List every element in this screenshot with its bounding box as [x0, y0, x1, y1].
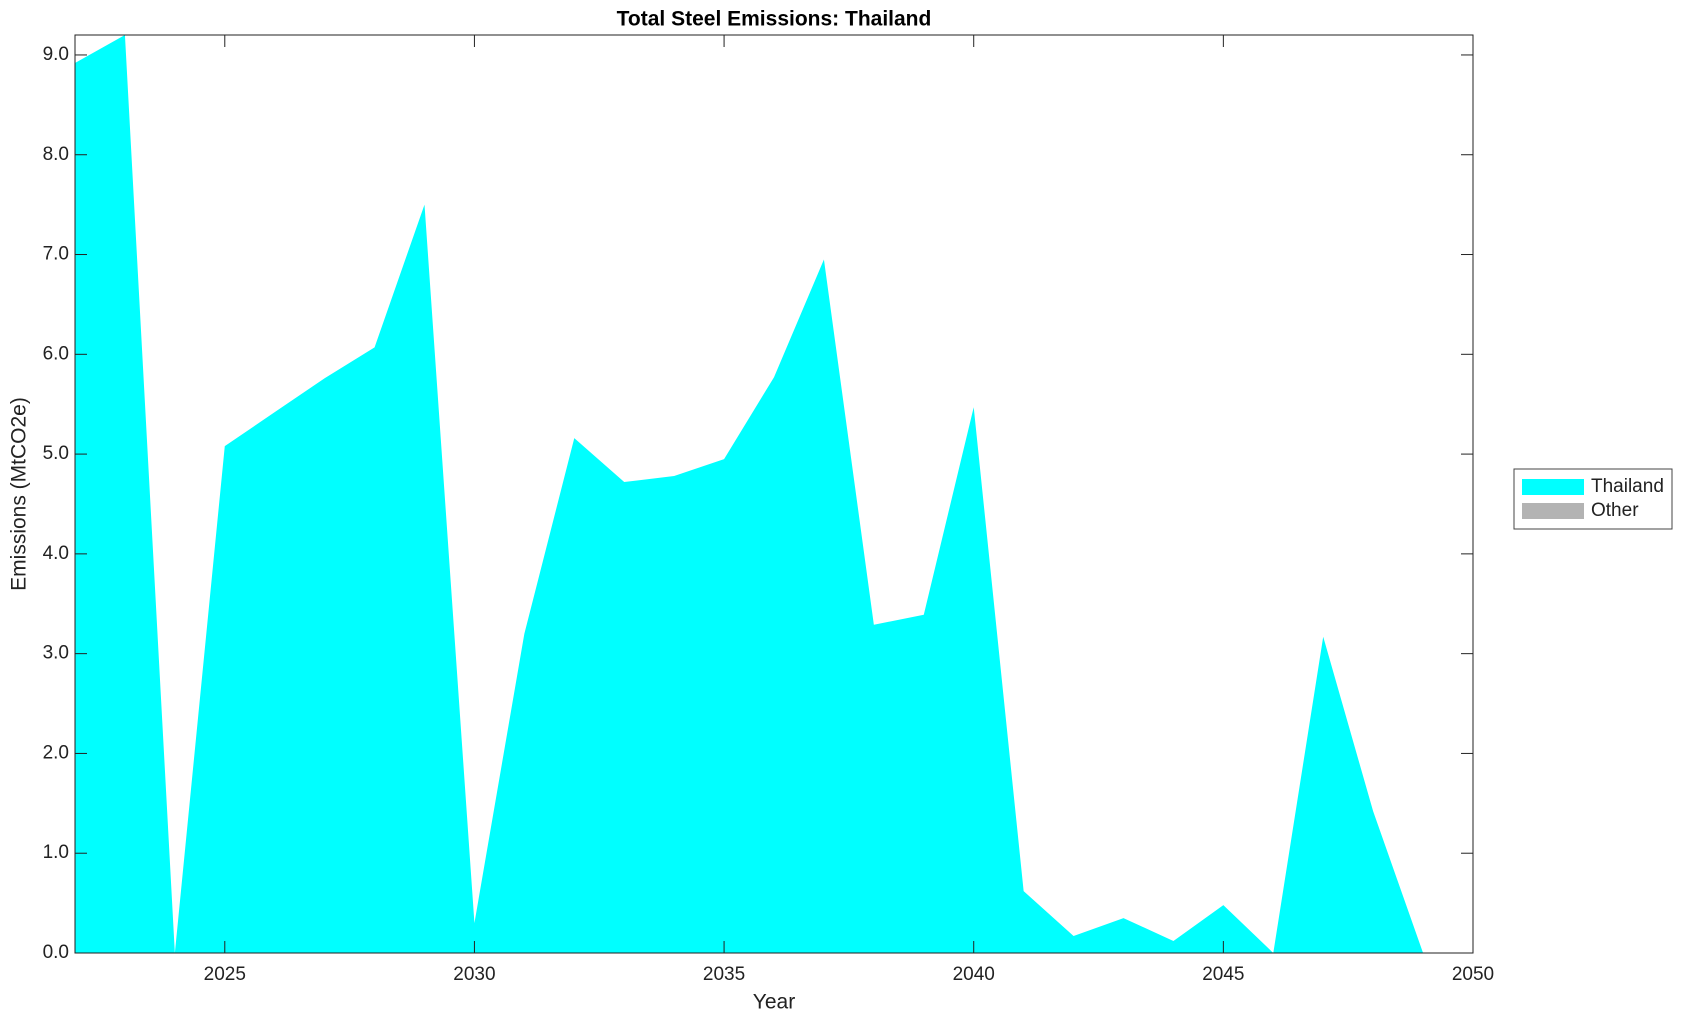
- plot-frame: [74, 34, 1474, 954]
- legend-label: Thailand: [1591, 476, 1664, 497]
- x-tick-label: 2035: [703, 964, 745, 985]
- y-tick-label: 5.0: [43, 443, 69, 464]
- x-axis-label: Year: [753, 991, 795, 1014]
- chart-title: Total Steel Emissions: Thailand: [617, 8, 932, 31]
- x-tick-label: 2050: [1452, 964, 1494, 985]
- y-tick-label: 2.0: [43, 742, 69, 763]
- y-tick-label: 4.0: [43, 543, 69, 564]
- legend-swatch: [1522, 479, 1584, 495]
- x-tick-label: 2045: [1202, 964, 1244, 985]
- legend-label: Other: [1591, 500, 1639, 521]
- y-tick-label: 8.0: [43, 144, 69, 165]
- y-axis-label: Emissions (MtCO2e): [8, 397, 31, 591]
- area: [75, 35, 1424, 953]
- y-tick-label: 0.0: [43, 942, 69, 963]
- legend-swatch: [1522, 503, 1584, 519]
- y-tick-label: 6.0: [43, 343, 69, 364]
- x-tick-label: 2025: [204, 964, 246, 985]
- x-tick-label: 2040: [953, 964, 995, 985]
- y-tick-label: 1.0: [43, 842, 69, 863]
- y-tick-label: 9.0: [43, 44, 69, 65]
- y-tick-label: 7.0: [43, 244, 69, 265]
- x-tick-label: 2030: [453, 964, 495, 985]
- y-tick-label: 3.0: [43, 643, 69, 664]
